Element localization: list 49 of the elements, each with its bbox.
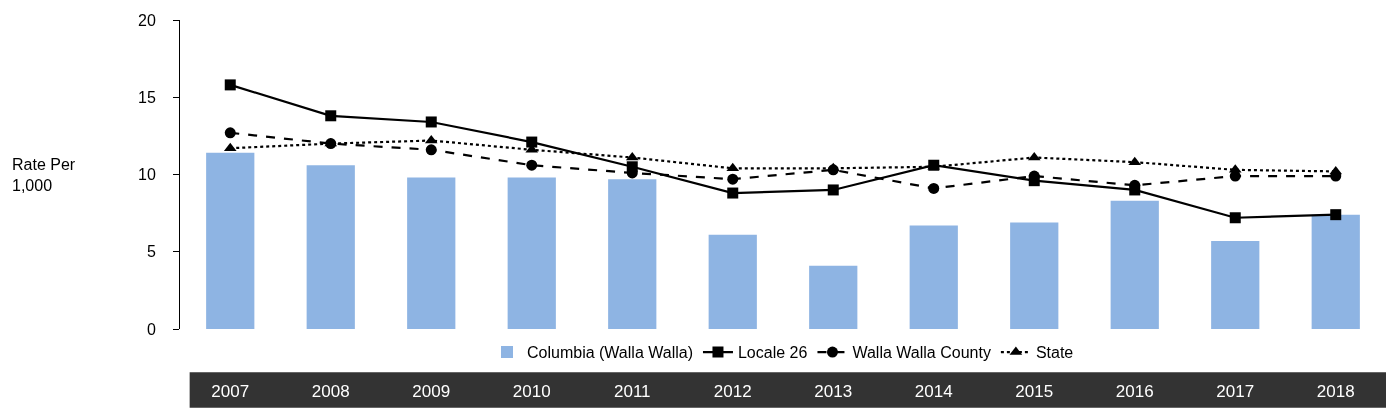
point (526, 159, 538, 171)
y-tick-label: 15 (138, 88, 156, 106)
x-tick-label: 2009 (412, 382, 451, 401)
legend-label: Locale 26 (737, 344, 808, 362)
x-tick-label: 2008 (311, 382, 350, 401)
y-tick-label: 20 (138, 11, 156, 29)
legend-label: State (1035, 344, 1074, 362)
x-tick-label: 2017 (1216, 382, 1255, 401)
point (827, 184, 839, 196)
y-tick-label: 0 (146, 320, 156, 338)
bar (206, 152, 255, 329)
legend-label: Columbia (Walla Walla) (527, 344, 693, 362)
x-tick-label: 2010 (512, 382, 551, 401)
point (1330, 209, 1342, 221)
x-tick-label: 2016 (1115, 382, 1154, 401)
bar (1211, 240, 1260, 329)
point (1329, 165, 1343, 175)
point (224, 127, 236, 139)
point (726, 162, 740, 172)
x-tick-label: 2007 (211, 382, 250, 401)
bar (608, 179, 657, 329)
bar (306, 165, 355, 329)
point (425, 144, 437, 156)
point (1229, 212, 1241, 224)
x-tick-label: 2012 (713, 382, 752, 401)
point (727, 173, 739, 185)
bar (1010, 222, 1059, 329)
point (727, 187, 739, 199)
point (928, 182, 940, 194)
x-tick-label: 2013 (814, 382, 853, 401)
point (325, 110, 337, 122)
point (224, 79, 236, 91)
y-tick-label: 10 (138, 166, 156, 184)
x-tick-label: 2014 (914, 382, 953, 401)
bar (407, 177, 456, 329)
bar (809, 265, 858, 329)
bar (1110, 200, 1159, 329)
point (425, 116, 437, 128)
x-tick-label: 2015 (1015, 382, 1054, 401)
bar (1311, 214, 1360, 329)
bar (708, 234, 757, 329)
y-axis-title: Rate Per 1,000 (12, 156, 76, 194)
x-tick-label: 2018 (1316, 382, 1355, 401)
legend-label: Walla Walla County (852, 344, 991, 362)
y-tick-label: 5 (146, 243, 156, 261)
point (526, 136, 538, 148)
bar (909, 225, 958, 329)
x-tick-label: 2011 (613, 382, 651, 401)
bar (507, 177, 556, 329)
